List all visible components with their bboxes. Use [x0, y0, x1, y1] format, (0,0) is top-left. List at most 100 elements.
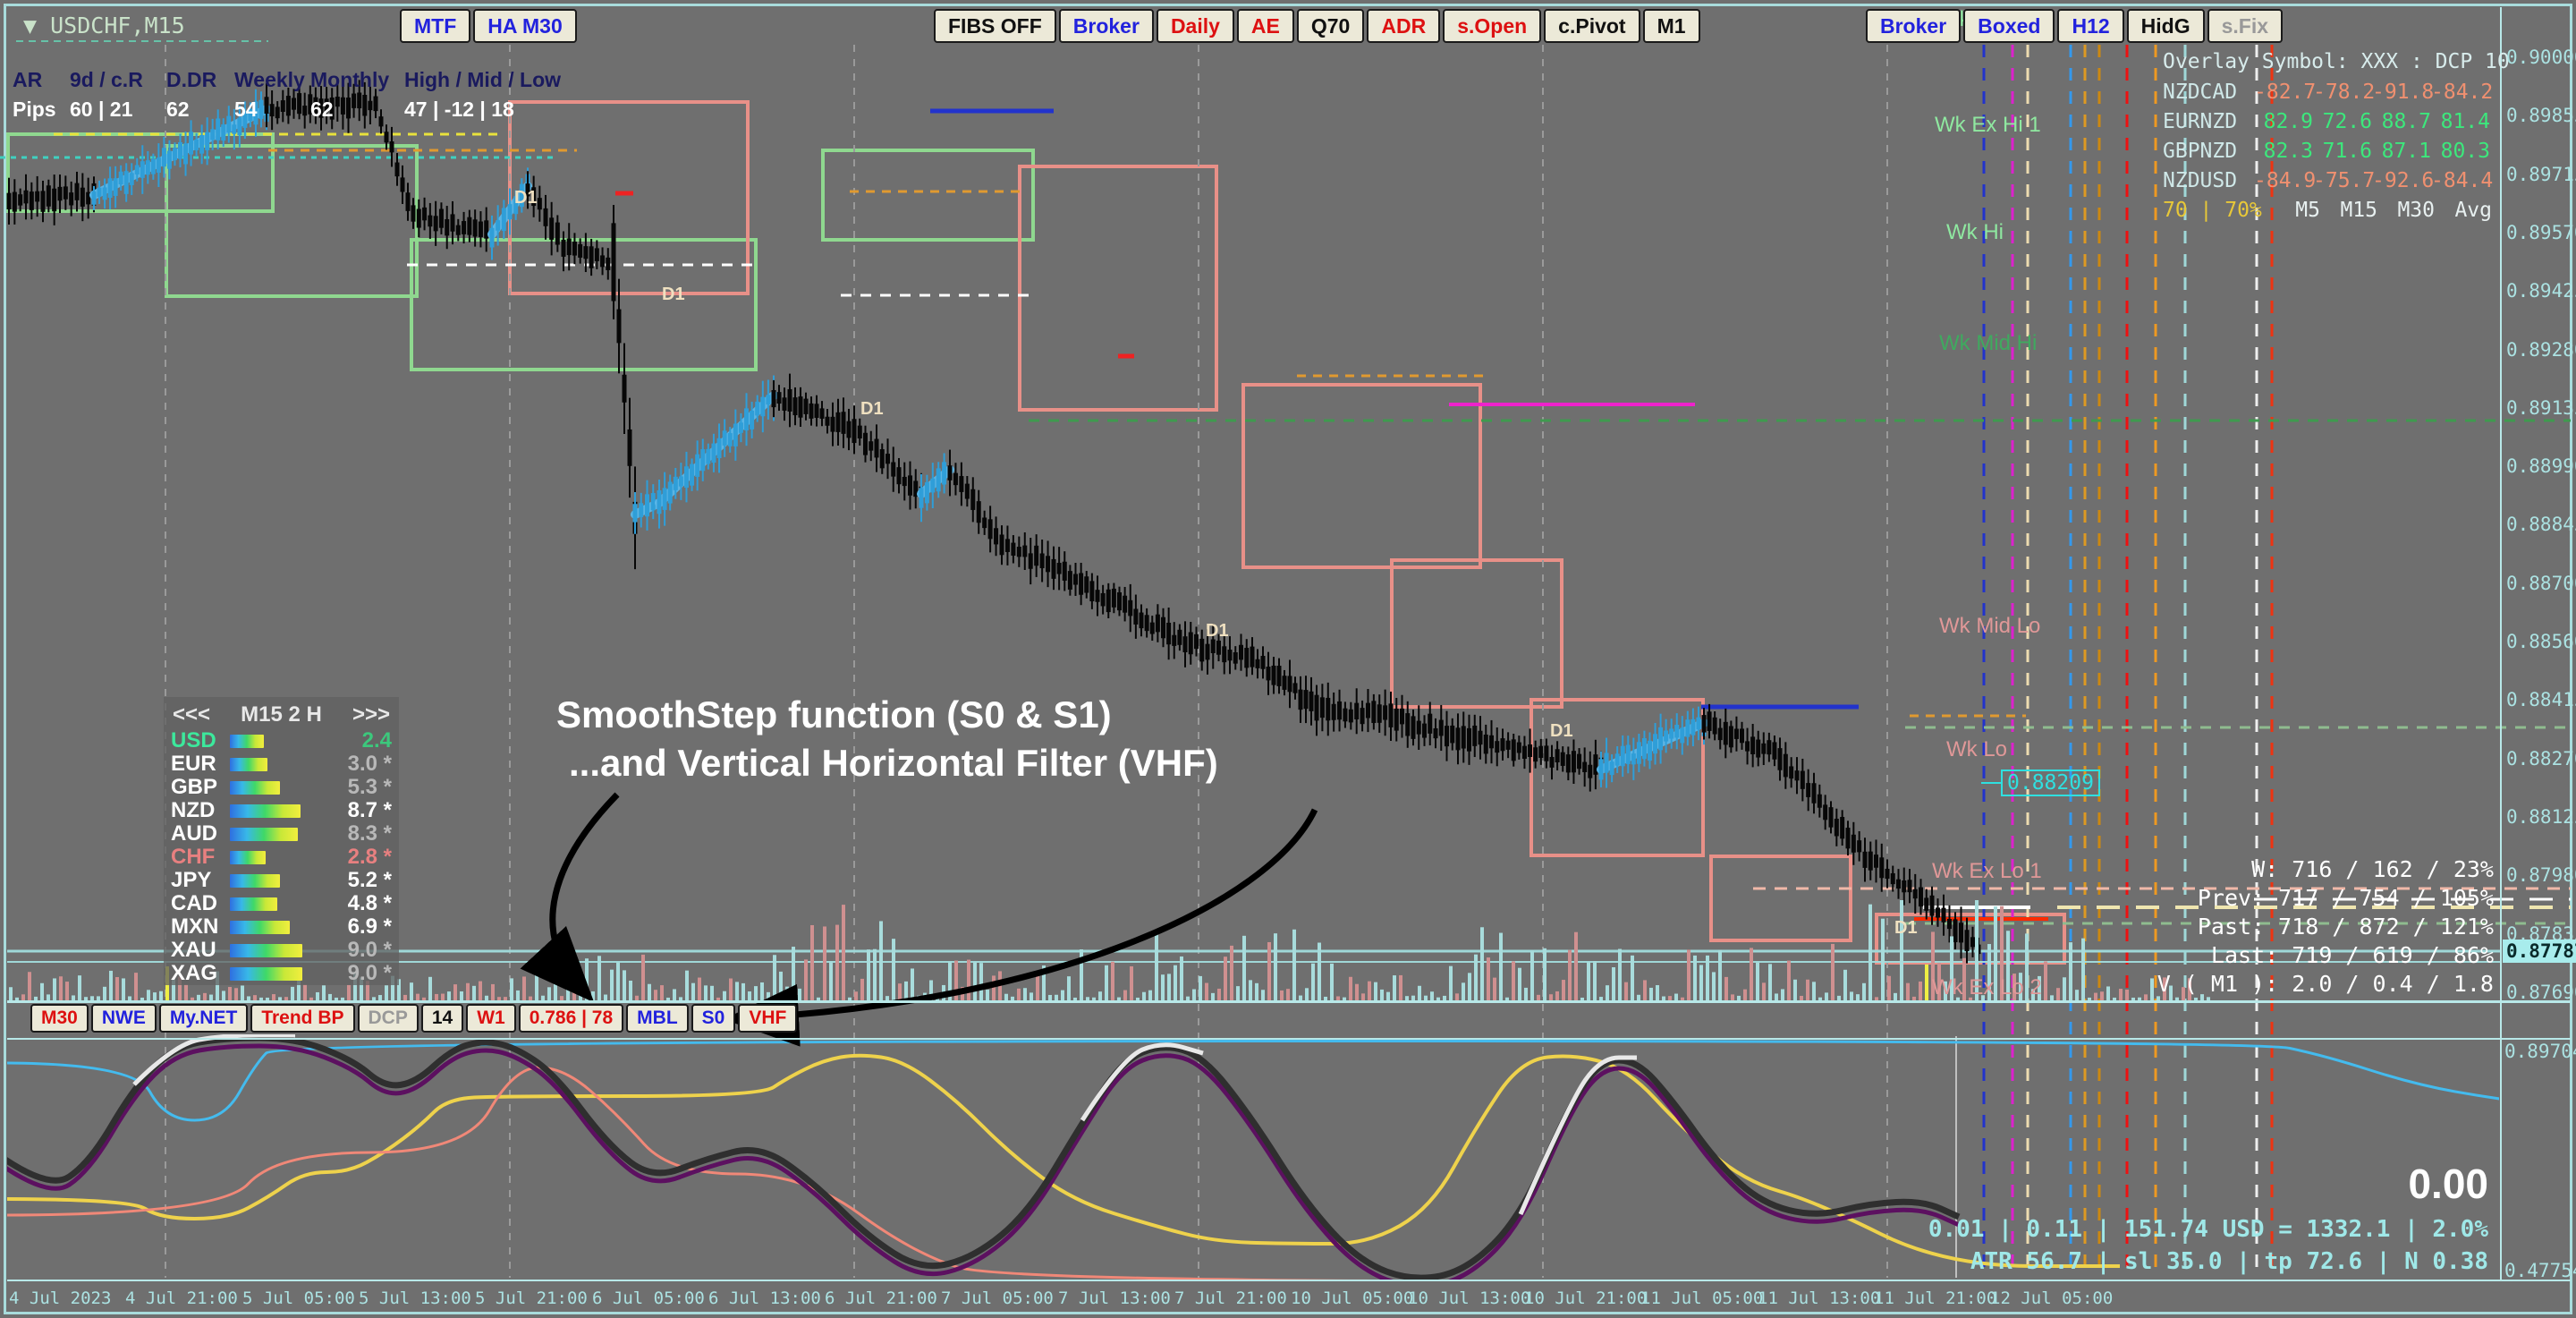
- toolbar-button-boxed[interactable]: Boxed: [1963, 9, 2055, 43]
- volume-bar: [1186, 996, 1190, 1000]
- candle-body: [1383, 705, 1388, 720]
- candle-body: [1555, 749, 1560, 763]
- toolbar-button-daily[interactable]: Daily: [1156, 9, 1234, 43]
- candle-body: [1571, 751, 1576, 773]
- candle-body: [722, 430, 727, 446]
- strength-row-xag: XAG 9.0 *: [164, 961, 399, 985]
- overlay-value: -78.2: [2313, 81, 2376, 104]
- toolbar-button-fibs-off[interactable]: FIBS OFF: [934, 9, 1056, 43]
- volume-bar: [1931, 931, 1935, 1000]
- candle-body: [1538, 745, 1544, 759]
- candle-body: [594, 248, 599, 261]
- sub-toolbar-button-dcp[interactable]: DCP: [357, 1004, 419, 1033]
- volume-bar: [435, 993, 438, 1000]
- toolbar-button-adr[interactable]: ADR: [1367, 9, 1441, 43]
- toolbar-button-h12[interactable]: H12: [2057, 9, 2124, 43]
- toolbar-button-ha-m30[interactable]: HA M30: [473, 9, 577, 43]
- candle-body: [1210, 639, 1216, 653]
- candle-body: [543, 208, 548, 226]
- candle-body: [221, 124, 226, 141]
- candle-body: [622, 374, 627, 403]
- volume-bar: [72, 995, 75, 1000]
- volume-bar: [241, 985, 244, 1000]
- candle-body: [1089, 581, 1095, 602]
- price-level-badge[interactable]: 0.88209: [1981, 770, 2100, 796]
- volume-bar: [1080, 949, 1083, 1000]
- candle-body: [1879, 857, 1885, 879]
- candle-body: [118, 171, 123, 185]
- sub-toolbar-button-vhf[interactable]: VHF: [738, 1004, 798, 1033]
- toolbar-button-m1[interactable]: M1: [1642, 9, 1700, 43]
- candle-body: [1314, 700, 1319, 721]
- candle-body: [1890, 872, 1895, 885]
- toolbar-button-c-pivot[interactable]: c.Pivot: [1544, 9, 1640, 43]
- sub-toolbar-button-trend-bp[interactable]: Trend BP: [250, 1004, 355, 1033]
- volume-bar: [247, 996, 250, 1000]
- volume-bar: [572, 987, 576, 1000]
- toolbar-button-broker[interactable]: Broker: [1058, 9, 1154, 43]
- volume-bar: [992, 975, 996, 1000]
- volume-bar: [1405, 996, 1409, 1000]
- sub-toolbar-button-mbl[interactable]: MBL: [626, 1004, 689, 1033]
- sub-indicator-pane[interactable]: [0, 1034, 2571, 1286]
- toolbar-button-hidg[interactable]: HidG: [2126, 9, 2205, 43]
- time-axis-label: 5 Jul 13:00: [359, 1288, 471, 1308]
- candle-body: [1343, 708, 1348, 722]
- candle-body: [970, 489, 976, 510]
- daily-open-label: D1: [1550, 721, 1573, 741]
- sub-toolbar-button-nwe[interactable]: NWE: [90, 1004, 157, 1033]
- candle-body: [1647, 740, 1652, 761]
- candle-body: [1783, 753, 1788, 778]
- strength-next-button[interactable]: >>>: [352, 702, 390, 727]
- strength-row-mxn: MXN 6.9 *: [164, 914, 399, 939]
- toolbar-button-broker[interactable]: Broker: [1866, 9, 1962, 43]
- candle-body: [1303, 690, 1309, 710]
- toolbar-button-s-fix[interactable]: s.Fix: [2207, 9, 2284, 43]
- sub-toolbar-button-s0[interactable]: S0: [691, 1004, 736, 1033]
- candle-body: [489, 227, 495, 248]
- volume-bar: [2100, 991, 2104, 1000]
- volume-bar: [1674, 993, 1678, 1000]
- volume-bar: [1699, 965, 1703, 1000]
- candle-body: [606, 257, 611, 270]
- sub-toolbar-button-m30[interactable]: M30: [30, 1004, 89, 1033]
- candle-body: [1461, 726, 1466, 749]
- volume-bar: [497, 997, 501, 1000]
- volume-bar: [84, 997, 88, 1000]
- overlay-row-gbpnzd: GBPNZD 82.3 71.6 87.1 80.3: [2163, 140, 2496, 163]
- volume-bar: [1098, 991, 1102, 1000]
- candle-body: [1056, 563, 1062, 574]
- dropdown-arrow-icon[interactable]: ▼: [23, 13, 38, 38]
- sub-toolbar-button-14[interactable]: 14: [420, 1004, 464, 1033]
- strength-prev-button[interactable]: <<<: [173, 702, 211, 727]
- stats-line: Past: 718 / 872 / 121%: [2197, 914, 2494, 940]
- volume-bar: [1292, 929, 1296, 1000]
- toolbar-button-mtf[interactable]: MTF: [400, 9, 471, 43]
- sub-toolbar-button-0-786-78[interactable]: 0.786 | 78: [518, 1004, 624, 1033]
- overlay-symbol: NZDCAD: [2163, 81, 2238, 104]
- sub-toolbar-button-my-net[interactable]: My.NET: [158, 1004, 249, 1033]
- candle-body: [1034, 545, 1039, 566]
- candle-body: [583, 246, 589, 259]
- volume-bar: [1255, 982, 1258, 1000]
- volume-bar: [1004, 993, 1008, 1000]
- candle-body: [1079, 573, 1084, 595]
- candle-body: [285, 96, 291, 116]
- volume-bar: [453, 984, 457, 1000]
- toolbar-button-ae[interactable]: AE: [1236, 9, 1294, 43]
- volume-bar: [504, 997, 507, 1000]
- pane-separator-main[interactable]: [7, 1000, 2571, 1003]
- candle-body: [976, 501, 981, 523]
- toolbar-button-q70[interactable]: Q70: [1296, 9, 1365, 43]
- candle-body: [1593, 754, 1598, 775]
- candle-body: [438, 208, 444, 228]
- strength-bar: [230, 850, 266, 864]
- smoothstep-s0-line: [7, 1034, 1961, 1280]
- candle-body: [340, 97, 345, 115]
- toolbar-button-s-open[interactable]: s.Open: [1443, 9, 1542, 43]
- volume-bar: [159, 991, 163, 1000]
- sub-toolbar-button-w1[interactable]: W1: [466, 1004, 516, 1033]
- volume-bar: [842, 905, 845, 1000]
